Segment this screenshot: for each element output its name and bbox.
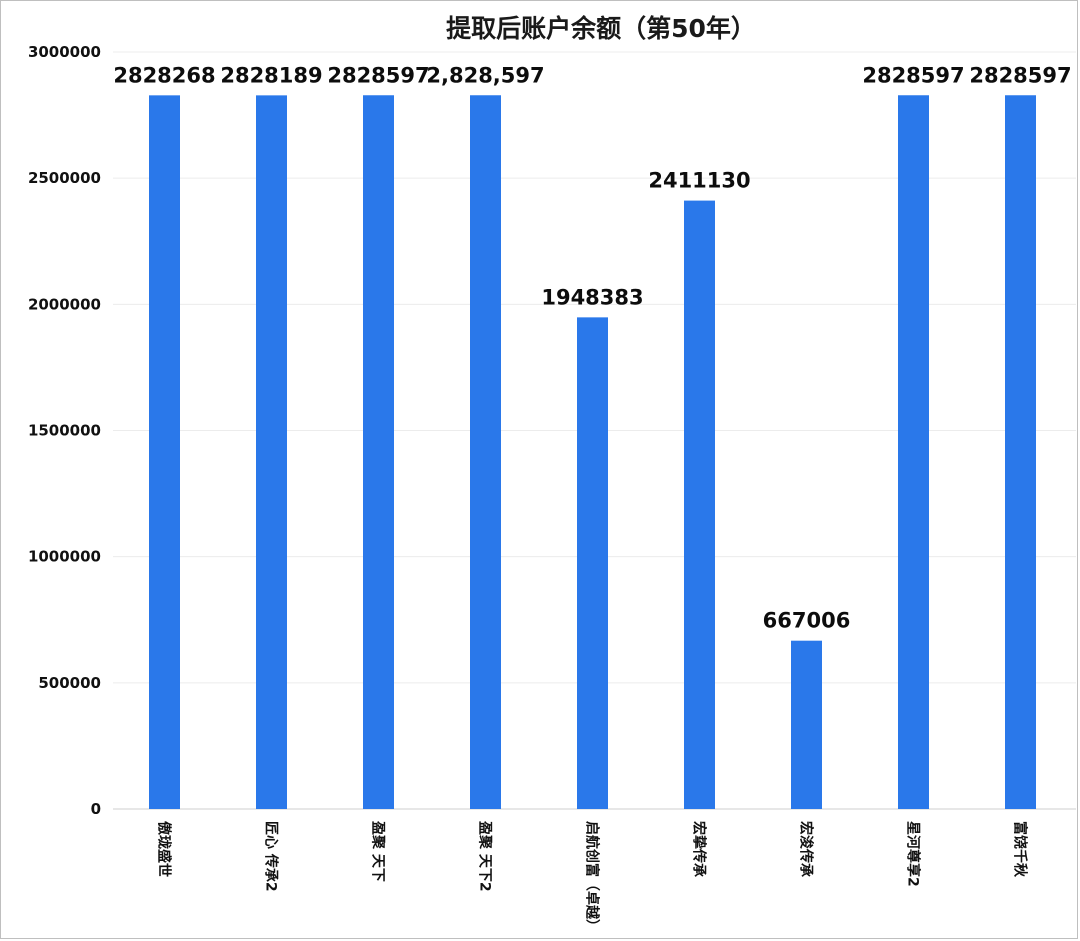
bar bbox=[256, 95, 287, 810]
bar bbox=[149, 95, 180, 809]
y-tick-label: 1000000 bbox=[28, 548, 101, 566]
y-axis-ticks: 0 500000 1000000 1500000 2000000 2500000 30000… bbox=[28, 43, 101, 818]
x-tick-label: 匠心 传承2 bbox=[263, 821, 280, 892]
x-tick-label: 傲珑盛世 bbox=[156, 821, 173, 877]
data-label: 2,828,597 bbox=[426, 63, 544, 87]
x-tick-label: 盈聚 天下2 bbox=[477, 820, 493, 892]
data-label: 1948383 bbox=[541, 285, 643, 309]
data-label: 2828268 bbox=[113, 63, 215, 87]
bar bbox=[684, 200, 715, 809]
x-tick-label: 宏挚传承 bbox=[691, 821, 708, 877]
value-labels: 2828268 2828189 28285972,828,5971948383241… bbox=[113, 63, 1071, 632]
x-tick-label: 启航创富（卓越） bbox=[584, 821, 601, 933]
data-label: 667006 bbox=[763, 609, 851, 633]
bar bbox=[363, 95, 394, 810]
bar bbox=[577, 317, 608, 809]
bar bbox=[791, 640, 822, 809]
y-tick-label: 3000000 bbox=[28, 43, 101, 61]
data-label: 2411130 bbox=[648, 169, 750, 193]
y-tick-label: 2000000 bbox=[28, 295, 101, 313]
chart-title: 提取后账户余额（第50年） bbox=[446, 14, 756, 43]
x-tick-label: 富饶千秋 bbox=[1012, 821, 1029, 878]
data-label: 2828189 bbox=[220, 63, 322, 87]
x-axis-ticks: 傲珑盛世 匠心 传承2 盈聚 天下 盈聚 天下2 启航创富（卓越） 宏挚传承 宏浚传承 星河尊… bbox=[156, 820, 1029, 933]
bar bbox=[898, 95, 929, 810]
bar bbox=[470, 95, 501, 810]
x-tick-label: 星河尊享2 bbox=[905, 821, 922, 887]
bars bbox=[149, 95, 1036, 810]
y-tick-label: 1500000 bbox=[28, 422, 101, 440]
y-tick-label: 500000 bbox=[38, 674, 101, 692]
x-tick-label: 盈聚 天下 bbox=[370, 820, 386, 882]
y-tick-label: 2500000 bbox=[28, 169, 101, 187]
data-label: 2828597 bbox=[327, 63, 429, 87]
y-tick-label: 0 bbox=[91, 800, 101, 818]
bar bbox=[1005, 95, 1036, 810]
data-label: 2828597 bbox=[969, 63, 1071, 87]
x-tick-label: 宏浚传承 bbox=[798, 821, 815, 877]
data-label: 2828597 bbox=[862, 63, 964, 87]
